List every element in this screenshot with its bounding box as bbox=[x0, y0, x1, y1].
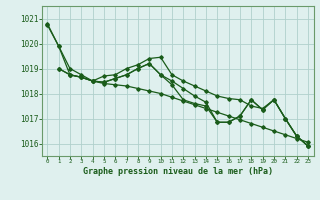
X-axis label: Graphe pression niveau de la mer (hPa): Graphe pression niveau de la mer (hPa) bbox=[83, 167, 273, 176]
